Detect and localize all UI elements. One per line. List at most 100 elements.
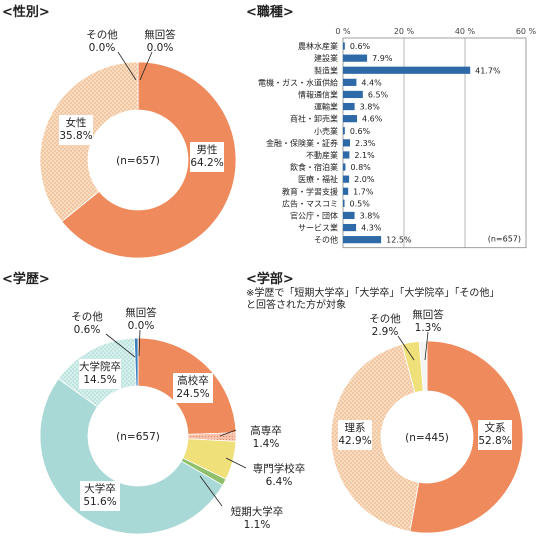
bar-value-label: 4.3% (361, 224, 382, 233)
category-label: 情報通信業 (298, 89, 338, 99)
slice-value: 51.6% (83, 496, 116, 508)
label-background (190, 142, 224, 172)
donut-center-label: (n=445) (405, 432, 449, 444)
occupation-bar-chart: 0 % 20 % 40 % 60 % 農林水産業 0.6% 建設業 7.9% 製造業 41.7% 電… (258, 27, 536, 249)
slice-value: 2.9% (372, 326, 399, 338)
slice-label: その他 (86, 28, 118, 41)
category-label: 運輸業 (314, 102, 338, 112)
bar-value-label: 0.6% (350, 127, 371, 136)
bar (343, 211, 355, 220)
category-label: サービス業 (298, 223, 338, 233)
bar (343, 115, 358, 123)
bar-value-label: 4.4% (361, 78, 382, 87)
bar (343, 102, 355, 111)
slice-label: 短期大学卒 (231, 505, 284, 518)
slice-value: 0.0% (89, 42, 116, 54)
bar (343, 54, 368, 62)
bar-value-label: 6.5% (368, 90, 389, 99)
bar (343, 175, 350, 183)
category-label: その他 (314, 235, 338, 245)
slice-label: 文系 (485, 421, 506, 434)
category-label: 飲食・宿泊業 (290, 162, 338, 172)
bar-value-label: 41.7% (475, 66, 501, 75)
x-tick-label: 60 % (516, 27, 536, 36)
sample-size-label: (n=657) (488, 235, 521, 244)
slice-label: 女性 (66, 116, 87, 129)
slice-label: 大学院卒 (79, 360, 121, 373)
x-tick-label: 20 % (394, 27, 415, 36)
category-label: 医療・福祉 (298, 174, 338, 184)
slice-label: 高専卒 (250, 424, 282, 437)
leader-line (199, 475, 223, 507)
category-label: 教育・学習支援 (282, 186, 338, 196)
bar (343, 139, 351, 147)
bar-value-label: 0.8% (350, 163, 371, 172)
faculty-chart-title: <学部> (246, 271, 294, 287)
slice-value: 0.0% (128, 320, 155, 332)
leader-line (225, 457, 247, 469)
faculty-note-line-1: ※学歴で「短期大学卒」「大学卒」「大学院卒」「その他」 (246, 286, 499, 299)
category-label: 商社・卸売業 (290, 114, 338, 124)
category-label: 建設業 (314, 53, 338, 63)
bar-value-label: 1.7% (353, 187, 374, 196)
slice-value: 14.5% (83, 374, 116, 386)
slice-label: 専門学校卒 (253, 462, 306, 475)
slice-value: 42.9% (338, 435, 371, 447)
bar-value-label: 2.1% (354, 151, 375, 160)
slice-value: 0.0% (147, 42, 174, 54)
leader-line (139, 51, 153, 81)
category-label: 農林水産業 (298, 41, 338, 51)
bar (343, 66, 471, 74)
slice-value: 0.6% (74, 324, 101, 336)
slice-label: 無回答 (412, 308, 444, 321)
category-label: 電機・ガス・水道供給 (258, 77, 338, 87)
leader-line (424, 331, 429, 361)
label-background (338, 420, 372, 450)
bar (343, 199, 345, 207)
leader-line (105, 333, 136, 358)
donut-slice-0-0 (61, 61, 237, 259)
label-background (478, 420, 512, 450)
label-background (79, 359, 121, 389)
bar (343, 163, 346, 171)
bar-value-label: 2.0% (354, 175, 375, 184)
bar (343, 78, 357, 86)
slice-value: 52.8% (478, 435, 511, 447)
bar (343, 187, 349, 195)
category-label: 不動産業 (306, 150, 338, 160)
bar-value-label: 0.5% (350, 199, 371, 208)
slice-label: 理系 (345, 422, 366, 434)
bar (343, 90, 363, 99)
bar-value-label: 12.5% (386, 236, 412, 245)
label-background (59, 115, 93, 145)
bar (343, 223, 357, 232)
slice-value: 1.3% (415, 322, 442, 334)
bar-value-label: 3.8% (360, 211, 381, 220)
category-label: 金融・保険業・証券 (266, 138, 338, 148)
bar (343, 236, 382, 244)
slice-label: 大学卒 (84, 482, 116, 495)
slice-value: 64.2% (190, 157, 223, 169)
donut-slice-3-1 (330, 343, 420, 532)
bar-value-label: 0.6% (350, 42, 371, 51)
category-label: 製造業 (314, 65, 338, 75)
donut-slice-3-0 (409, 340, 524, 534)
donut-slice-2-6 (133, 337, 139, 387)
category-label: 小売業 (314, 126, 338, 136)
slice-value: 6.4% (266, 476, 293, 488)
slice-value: 1.4% (253, 438, 280, 450)
slice-label: 男性 (197, 143, 218, 156)
label-background (80, 481, 120, 511)
bar-value-label: 2.3% (355, 139, 376, 148)
slice-label: 無回答 (125, 306, 157, 319)
bar-value-label: 7.9% (372, 54, 393, 63)
occupation-chart-title: <職種> (246, 4, 294, 20)
donut-center-label: (n=657) (116, 155, 160, 167)
category-label: 官公庁・団体 (290, 210, 338, 220)
leader-line (138, 329, 141, 357)
gender-chart-title: <性別> (2, 4, 50, 20)
education-chart-title: <学歴> (2, 271, 50, 287)
